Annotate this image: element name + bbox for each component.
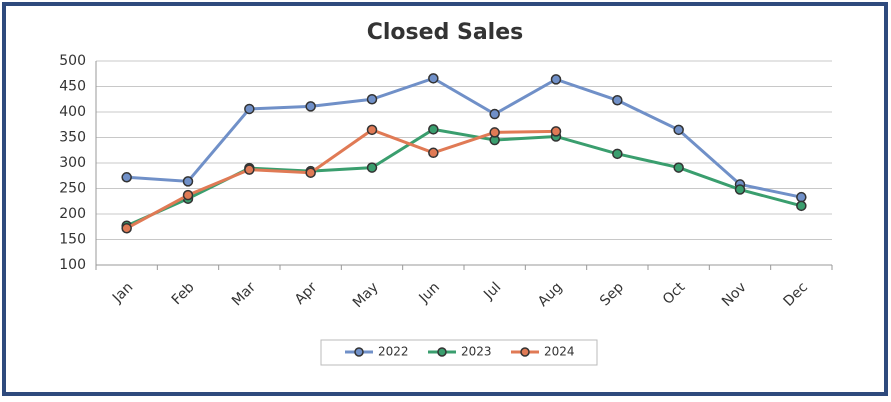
point [182, 189, 194, 201]
point [244, 103, 255, 115]
point [673, 162, 684, 173]
y-tick-label: 400 [59, 104, 86, 120]
legend-label: 2022 [378, 345, 409, 359]
legend-label: 2023 [461, 345, 492, 359]
legend-label: 2024 [544, 345, 575, 359]
y-tick-label: 350 [59, 130, 86, 146]
point [182, 176, 194, 187]
point [428, 73, 439, 84]
point [489, 127, 500, 138]
point [550, 126, 562, 137]
point [244, 164, 255, 175]
legend-marker [354, 347, 364, 357]
y-tick-label: 150 [59, 232, 86, 248]
point [366, 124, 378, 136]
legend-marker [437, 347, 447, 357]
y-tick-label: 100 [59, 257, 86, 273]
y-tick-label: 300 [59, 155, 86, 171]
point [121, 223, 132, 234]
point [734, 184, 746, 195]
point [550, 74, 562, 85]
frame [2, 2, 888, 396]
point [305, 167, 316, 178]
y-tick-label: 450 [59, 79, 86, 95]
point [121, 172, 132, 183]
point [489, 108, 500, 120]
point [305, 101, 316, 112]
y-tick-label: 200 [59, 206, 86, 222]
legend-marker [520, 347, 530, 357]
point [612, 148, 623, 160]
point [612, 95, 623, 106]
series-line [125, 128, 557, 230]
point [796, 200, 807, 212]
point [366, 162, 378, 173]
chart-title: Closed Sales [367, 20, 523, 45]
point [796, 191, 807, 203]
y-tick-label: 500 [59, 53, 86, 69]
series-line [126, 76, 802, 199]
point [366, 94, 378, 105]
point [428, 147, 439, 159]
point [428, 124, 439, 135]
y-tick-label: 250 [59, 181, 86, 197]
point [673, 124, 684, 136]
